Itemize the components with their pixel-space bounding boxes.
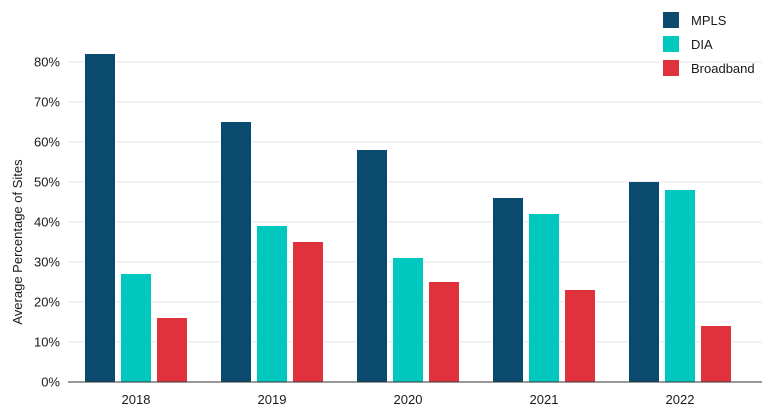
- bar-dia-2018: [121, 274, 151, 382]
- x-tick-label: 2020: [394, 392, 423, 407]
- y-tick-label: 10%: [34, 335, 60, 350]
- y-tick-label: 40%: [34, 215, 60, 230]
- x-tick-label: 2019: [258, 392, 287, 407]
- legend-swatch-dia: [663, 36, 679, 52]
- x-tick-label: 2021: [530, 392, 559, 407]
- legend-swatch-broadband: [663, 60, 679, 76]
- legend-swatch-mpls: [663, 12, 679, 28]
- axes: 0% 10% 20% 30% 40% 50% 60% 70% 80% 2018 2019 2020 20…: [34, 55, 762, 407]
- y-tick-label: 50%: [34, 175, 60, 190]
- y-axis-title: Average Percentage of Sites: [10, 159, 25, 325]
- bar-dia-2020: [393, 258, 423, 382]
- y-tick-label: 20%: [34, 295, 60, 310]
- x-tick-label: 2022: [666, 392, 695, 407]
- bar-dia-2019: [257, 226, 287, 382]
- bar-broadband-2022: [701, 326, 731, 382]
- legend-label-mpls: MPLS: [691, 13, 727, 28]
- y-tick-label: 60%: [34, 135, 60, 150]
- bar-broadband-2019: [293, 242, 323, 382]
- legend-label-dia: DIA: [691, 37, 713, 52]
- y-tick-label: 0%: [41, 375, 60, 390]
- bar-broadband-2021: [565, 290, 595, 382]
- bar-dia-2022: [665, 190, 695, 382]
- legend-label-broadband: Broadband: [691, 61, 755, 76]
- y-tick-label: 80%: [34, 55, 60, 70]
- bar-mpls-2021: [493, 198, 523, 382]
- bar-mpls-2018: [85, 54, 115, 382]
- x-tick-label: 2018: [122, 392, 151, 407]
- y-tick-label: 70%: [34, 95, 60, 110]
- y-tick-label: 30%: [34, 255, 60, 270]
- bar-mpls-2020: [357, 150, 387, 382]
- bars: [85, 54, 731, 382]
- bar-mpls-2022: [629, 182, 659, 382]
- bar-dia-2021: [529, 214, 559, 382]
- bar-broadband-2018: [157, 318, 187, 382]
- legend: MPLS DIA Broadband: [663, 12, 755, 76]
- bar-broadband-2020: [429, 282, 459, 382]
- bar-mpls-2019: [221, 122, 251, 382]
